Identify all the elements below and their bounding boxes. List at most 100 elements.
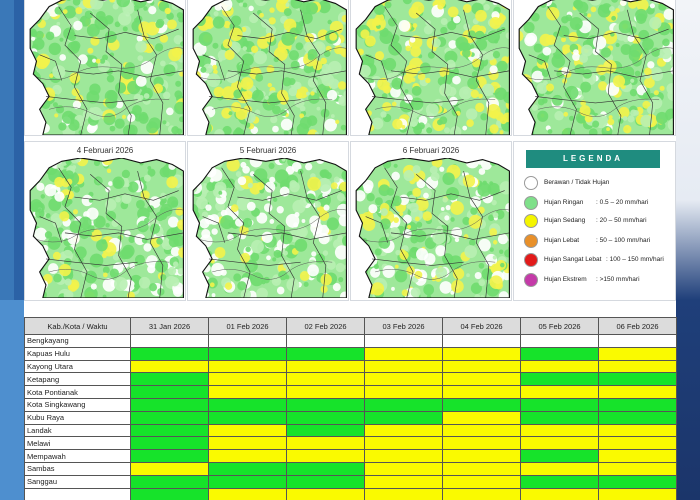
rain-blob [222, 38, 233, 49]
rain-blob [410, 46, 422, 58]
rain-blob [377, 77, 390, 91]
rain-blob [37, 90, 45, 98]
rain-blob [61, 110, 75, 124]
rain-blob [154, 43, 164, 52]
rain-blob [105, 222, 110, 228]
legend-swatch [524, 234, 538, 248]
rain-blob [630, 78, 635, 83]
rain-blob [295, 92, 303, 99]
rain-blob [371, 117, 384, 130]
district-border [74, 190, 179, 201]
legend-item-ekstrem: Hujan Ekstrem : >150 mm/hari [524, 272, 674, 288]
forecast-cell [130, 423, 209, 438]
rain-blob [427, 51, 435, 59]
rain-blob [31, 165, 43, 177]
forecast-cell [130, 436, 209, 451]
forecast-cell [598, 487, 677, 500]
rain-blob [282, 250, 288, 256]
district-border [64, 70, 184, 78]
district-border [252, 12, 295, 135]
rain-blob [31, 87, 38, 95]
legend-range: : 0.5 – 20 mm/hari [596, 199, 649, 206]
rain-blob [289, 180, 297, 188]
rain-blob [597, 4, 611, 18]
rain-blob [500, 0, 505, 2]
rain-blob [577, 90, 583, 96]
forecast-cell [520, 385, 599, 399]
rain-blob [519, 30, 524, 42]
rain-blob [193, 267, 197, 276]
rain-blob [356, 241, 363, 253]
river-line [199, 209, 347, 243]
rain-blob [618, 106, 630, 119]
rain-blob [360, 158, 369, 164]
rain-blob [153, 83, 164, 94]
rain-blob [214, 247, 226, 259]
rain-blob [423, 192, 429, 199]
rain-blob [590, 6, 597, 13]
rain-blob [389, 227, 400, 238]
rain-blob [199, 158, 209, 168]
rain-blob [224, 49, 235, 61]
rain-blob [592, 120, 600, 128]
rain-blob [357, 248, 369, 259]
rain-blob [373, 17, 381, 26]
rain-blob [30, 51, 33, 57]
district-border [371, 258, 464, 266]
rain-blob [30, 245, 35, 251]
rain-blob [635, 13, 647, 24]
rain-blob [109, 268, 119, 278]
rain-blob [519, 62, 524, 70]
rain-blob [481, 83, 495, 97]
rain-blob [306, 91, 310, 96]
rain-blob [166, 12, 174, 21]
rain-blob [356, 126, 366, 135]
rain-blob [468, 239, 476, 246]
rain-blob [175, 158, 184, 166]
district-border [89, 174, 132, 298]
rain-blob [466, 119, 474, 127]
rain-blob [478, 279, 486, 287]
map-panel-3 [350, 0, 512, 136]
rain-blob [448, 40, 457, 49]
rain-blob [242, 165, 250, 174]
rain-blob [162, 120, 167, 125]
rain-blob [242, 2, 248, 8]
rainfall-map [29, 0, 184, 135]
forecast-cell [442, 334, 521, 348]
rain-blob [235, 171, 242, 178]
rain-blob [391, 286, 395, 291]
rain-blob [84, 286, 98, 298]
rain-blob [168, 48, 182, 62]
rain-blob [338, 95, 347, 106]
rain-blob [462, 88, 469, 95]
forecast-cell [208, 410, 287, 425]
rain-blob [409, 36, 416, 43]
rain-blob [407, 224, 412, 229]
rain-blob [224, 158, 229, 161]
table-row: Kota Pontianak [24, 385, 677, 399]
rain-blob [392, 118, 403, 130]
rain-blob [55, 105, 65, 114]
rain-blob [327, 19, 332, 25]
rain-blob [272, 125, 279, 133]
rain-blob [643, 77, 655, 89]
forecast-cell [286, 436, 365, 451]
rain-blob [341, 235, 347, 247]
rain-blob [243, 90, 253, 100]
district-border [563, 28, 669, 40]
rain-blob [259, 12, 264, 18]
rain-blob [240, 77, 254, 90]
rain-blob [143, 243, 152, 252]
rain-blob [127, 181, 139, 193]
rain-blob [124, 230, 131, 238]
rain-blob [30, 122, 38, 131]
rain-blob [62, 249, 74, 262]
forecast-cell [442, 410, 521, 425]
rain-blob [159, 34, 169, 43]
rain-blob [290, 60, 300, 71]
region-name-cell: Ketapang [24, 372, 131, 387]
rain-blob [368, 204, 378, 214]
forecast-cell [208, 474, 287, 489]
rain-blob [35, 208, 45, 219]
